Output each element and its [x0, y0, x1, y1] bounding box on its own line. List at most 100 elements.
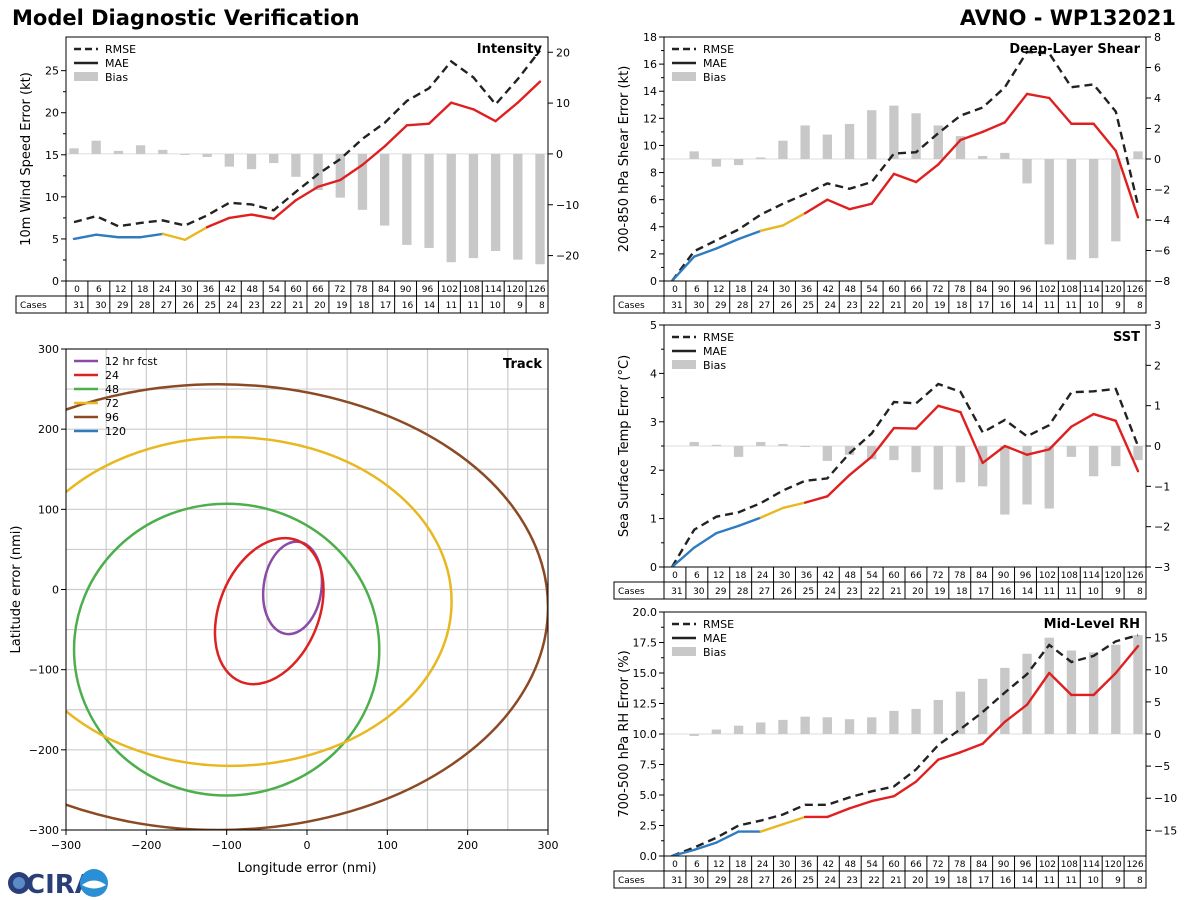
- case-count: 16: [1000, 587, 1012, 597]
- bias-bar: [933, 125, 943, 159]
- cases-row: [613, 870, 1147, 889]
- hour-label: 84: [976, 571, 988, 581]
- bias-bar: [955, 691, 966, 734]
- hour-label: 114: [1083, 860, 1100, 870]
- track-legend-label: 24: [105, 369, 119, 382]
- bias-bar: [313, 153, 323, 191]
- case-count: 16: [402, 301, 414, 311]
- legend-mae-label: MAE: [703, 345, 727, 358]
- mae-segment: [781, 815, 807, 826]
- case-count: 20: [912, 587, 924, 597]
- y-tick-label: 6: [650, 194, 657, 207]
- bias-bar: [889, 446, 899, 461]
- case-count: 29: [715, 301, 727, 311]
- track-x-tick-label: 100: [377, 839, 398, 852]
- hour-label: 42: [823, 571, 834, 581]
- bias-bar: [911, 113, 921, 159]
- hour-label: 12: [713, 571, 724, 581]
- hour-label: 24: [757, 860, 769, 870]
- case-count: 11: [1066, 587, 1077, 597]
- case-count: 17: [978, 587, 989, 597]
- y2-tick-label: 5: [1154, 696, 1161, 709]
- hour-label: 114: [1083, 285, 1100, 295]
- bias-bar: [1088, 652, 1099, 734]
- mae-segment: [759, 823, 785, 833]
- case-count: 17: [978, 301, 989, 311]
- bias-bar: [1066, 650, 1077, 734]
- hour-label: 120: [1105, 571, 1122, 581]
- hour-label: 66: [910, 285, 922, 295]
- hour-label: 84: [976, 860, 988, 870]
- case-count: 21: [890, 301, 901, 311]
- mae-segment: [692, 247, 718, 258]
- case-count: 11: [446, 301, 457, 311]
- y2-tick-label: −6: [1154, 245, 1170, 258]
- y-tick-label: 2.5: [640, 820, 658, 833]
- mae-segment: [1003, 92, 1029, 124]
- case-count: 24: [227, 301, 239, 311]
- bias-bar: [1111, 446, 1121, 467]
- y2-tick-label: 20: [556, 46, 570, 59]
- y-axis-label: 10m Wind Speed Error (kt): [19, 72, 34, 246]
- case-count: 19: [336, 301, 348, 311]
- y-tick-label: 7.5: [640, 759, 658, 772]
- mae-segment: [737, 516, 762, 528]
- hour-label: 90: [998, 285, 1010, 295]
- bias-bar: [424, 153, 434, 248]
- hour-label: 6: [694, 285, 700, 295]
- hour-label: 30: [181, 285, 193, 295]
- case-count: 21: [890, 876, 901, 886]
- track-x-axis-label: Longitude error (nmi): [237, 861, 376, 876]
- case-count: 18: [956, 587, 968, 597]
- track-y-tick-label: 100: [38, 503, 59, 516]
- case-count: 11: [1044, 587, 1055, 597]
- y2-tick-label: −15: [1154, 824, 1177, 837]
- bias-bar: [1022, 446, 1032, 505]
- hour-label: 96: [1020, 571, 1032, 581]
- hour-label: 102: [441, 285, 458, 295]
- mae-segment: [981, 444, 1007, 465]
- y-tick-label: 5.0: [640, 789, 658, 802]
- legend-rmse-label: RMSE: [703, 43, 734, 56]
- mae-segment: [959, 410, 984, 465]
- y2-tick-label: −5: [1154, 760, 1170, 773]
- hour-label: 90: [998, 860, 1010, 870]
- case-count: 8: [1137, 587, 1143, 597]
- case-count: 22: [868, 876, 879, 886]
- hour-label: 54: [268, 285, 280, 295]
- case-count: 14: [1022, 301, 1034, 311]
- bias-bar: [867, 717, 877, 734]
- hour-label: 78: [356, 285, 368, 295]
- case-count: 30: [95, 301, 107, 311]
- bias-bar: [711, 729, 722, 734]
- bias-bar: [933, 699, 943, 734]
- bias-bar: [513, 153, 523, 260]
- legend-bias-swatch: [672, 72, 696, 81]
- hour-label: 108: [463, 285, 480, 295]
- hour-label: 84: [378, 285, 390, 295]
- case-count: 21: [890, 587, 901, 597]
- mae-segment: [1048, 425, 1073, 451]
- case-count: 24: [825, 301, 837, 311]
- cases-row: [613, 295, 1147, 314]
- bias-bar: [822, 134, 832, 159]
- case-count: 29: [715, 587, 727, 597]
- y-tick-label: 20: [45, 107, 59, 120]
- legend-mae-label: MAE: [703, 57, 727, 70]
- y2-tick-label: 2: [1154, 359, 1161, 372]
- mae-segment: [870, 426, 896, 458]
- hour-label: 120: [507, 285, 524, 295]
- legend-mae-label: MAE: [703, 632, 727, 645]
- hour-label: 78: [954, 571, 966, 581]
- case-count: 19: [934, 301, 946, 311]
- y2-tick-label: −20: [556, 250, 579, 263]
- bias-bar: [844, 719, 855, 734]
- case-count: 28: [737, 587, 749, 597]
- hour-label: 6: [96, 285, 102, 295]
- bias-bar: [1022, 159, 1032, 184]
- y-tick-label: 2: [650, 248, 657, 261]
- mae-segment: [1025, 671, 1051, 706]
- bias-bar: [402, 153, 412, 245]
